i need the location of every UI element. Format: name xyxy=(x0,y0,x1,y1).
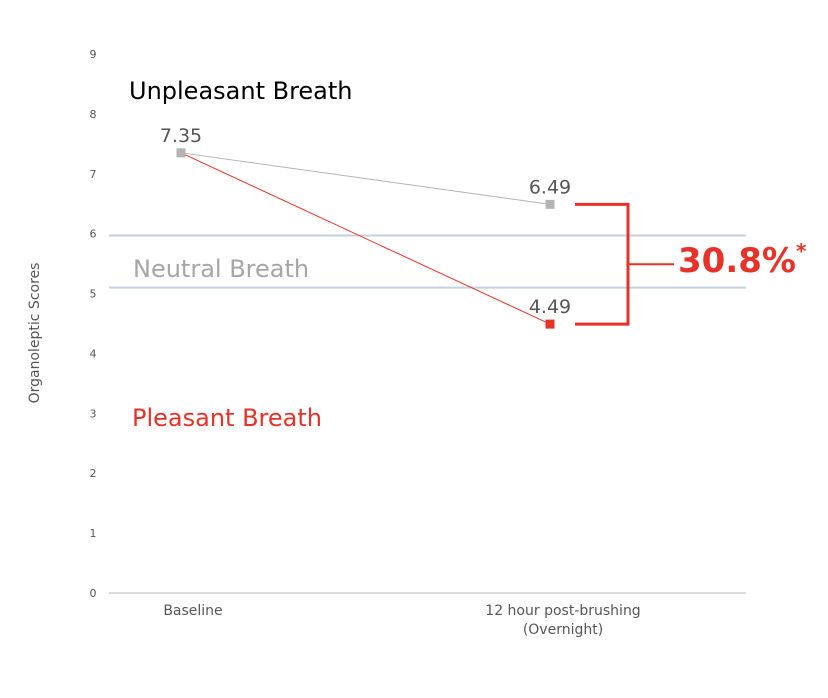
difference-value: 30.8% xyxy=(678,241,796,281)
bracket-line xyxy=(575,202,630,326)
y-tick-label: 2 xyxy=(90,467,97,480)
data-label: 4.49 xyxy=(529,296,571,318)
y-tick-label: 4 xyxy=(90,347,97,360)
series-lines: 7.35 6.49 4.49 xyxy=(160,125,571,329)
y-tick-label: 3 xyxy=(90,407,97,420)
data-label: 6.49 xyxy=(529,176,571,198)
y-tick-label: 7 xyxy=(90,168,97,181)
series-line xyxy=(180,152,551,205)
y-axis-label: Organoleptic Scores xyxy=(27,263,43,404)
zone-label-unpleasant: Unpleasant Breath xyxy=(129,77,353,105)
x-tick-label: Baseline xyxy=(163,603,222,619)
x-axis-categories: Baseline 12 hour post-brushing (Overnight) xyxy=(163,603,640,638)
y-tick-label: 6 xyxy=(90,228,97,241)
y-axis-ticks: 0 1 2 3 4 5 6 7 8 9 xyxy=(90,48,97,600)
data-point xyxy=(545,199,555,209)
x-tick-label: 12 hour post-brushing (Overnight) xyxy=(485,603,640,638)
series-line xyxy=(180,152,551,325)
data-label: 7.35 xyxy=(160,125,202,147)
y-tick-label: 0 xyxy=(90,587,97,600)
zone-label-pleasant: Pleasant Breath xyxy=(132,404,322,432)
y-tick-label: 1 xyxy=(90,527,97,540)
data-point xyxy=(545,319,555,329)
y-tick-label: 9 xyxy=(90,48,97,61)
zone-label-neutral: Neutral Breath xyxy=(133,255,309,283)
difference-bracket xyxy=(575,202,674,326)
difference-annotation: 30.8%* xyxy=(678,239,807,281)
y-tick-label: 8 xyxy=(90,108,97,121)
reference-lines xyxy=(109,234,746,289)
significance-marker: * xyxy=(796,239,807,263)
y-tick-label: 5 xyxy=(90,288,97,301)
data-point xyxy=(176,148,186,158)
